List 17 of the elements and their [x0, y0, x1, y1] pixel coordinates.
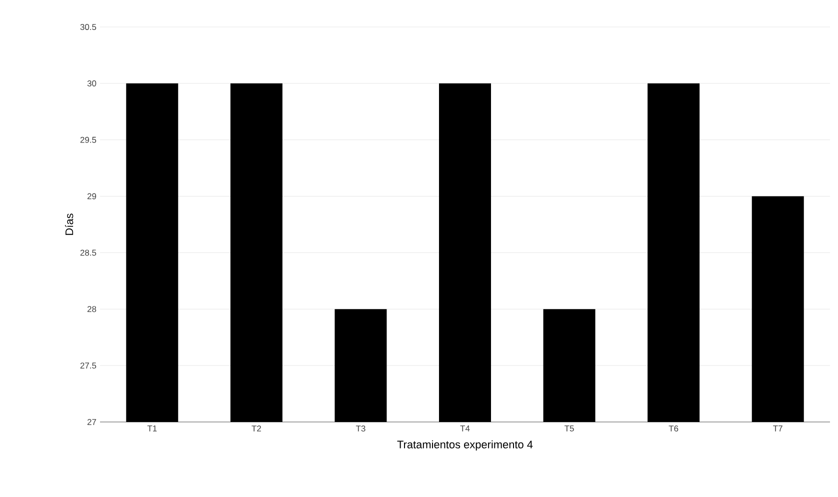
- x-tick-label: T3: [356, 426, 366, 432]
- x-tick-label: T5: [564, 426, 574, 432]
- y-tick-label: 30: [87, 80, 96, 86]
- y-axis-title: Días: [65, 214, 74, 235]
- x-tick-label: T1: [147, 426, 157, 432]
- y-tick-label: 27: [87, 419, 96, 425]
- x-tick-label: T4: [460, 426, 470, 432]
- y-tick-label: 27.5: [80, 362, 96, 369]
- y-tick-label: 28.5: [80, 250, 96, 256]
- x-tick-label: T7: [773, 426, 782, 432]
- y-tick-label: 28: [87, 306, 96, 312]
- y-tick-label: 29.5: [80, 136, 96, 143]
- y-tick-label: 30.5: [80, 24, 96, 30]
- x-axis-title: Tratamientos experimento 4: [397, 440, 533, 451]
- y-tick-label: 29: [87, 193, 96, 200]
- x-tick-label: T6: [668, 426, 678, 432]
- x-tick-label: T2: [252, 426, 261, 432]
